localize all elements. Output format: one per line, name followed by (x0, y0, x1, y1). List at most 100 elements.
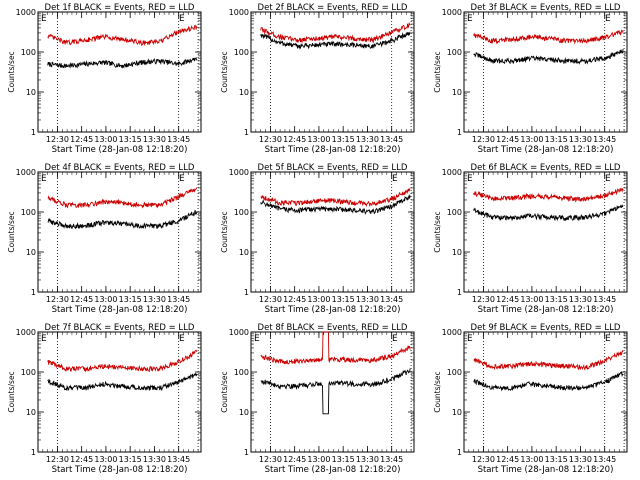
corner-label-right: E (392, 334, 398, 344)
x-tick-label: 12:45 (283, 455, 306, 464)
x-tick-label: 13:00 (307, 135, 330, 144)
series-line-lld (473, 349, 624, 371)
corner-label-left: E (467, 14, 473, 24)
x-tick-label: 13:15 (119, 135, 142, 144)
x-tick-label: 13:30 (143, 455, 166, 464)
y-axis-label: Counts/sec (433, 211, 442, 252)
x-tick-label: 13:30 (569, 135, 592, 144)
y-tick-label: 10 (26, 408, 36, 417)
series-line-events (260, 368, 411, 415)
y-tick-label: 10 (239, 408, 249, 417)
chart-title: Det 3f BLACK = Events, RED = LLD (471, 3, 621, 13)
x-tick-label: 13:15 (119, 295, 142, 304)
corner-label-left: E (41, 174, 47, 184)
y-axis-label: Counts/sec (7, 211, 16, 252)
y-tick-label: 1000 (229, 8, 249, 17)
x-tick-label: 13:45 (380, 135, 403, 144)
y-axis-label: Counts/sec (433, 371, 442, 412)
series-line-events (260, 194, 411, 215)
y-tick-label: 1 (457, 128, 462, 137)
corner-label-right: E (605, 334, 611, 344)
series-line-lld (47, 187, 198, 209)
series-line-events (260, 31, 411, 50)
series-line-lld (473, 29, 624, 45)
y-tick-label: 100 (21, 368, 36, 377)
corner-label-right: E (179, 14, 185, 24)
y-tick-label: 1000 (442, 8, 462, 17)
x-tick-label: 13:45 (167, 455, 190, 464)
x-axis-label: Start Time (28-Jan-08 12:18:20) (52, 145, 188, 155)
y-tick-label: 100 (447, 48, 462, 57)
y-tick-label: 1000 (16, 8, 36, 17)
chart-title: Det 1f BLACK = Events, RED = LLD (45, 3, 195, 13)
y-axis-label: Counts/sec (220, 51, 229, 92)
y-tick-label: 1000 (442, 328, 462, 337)
corner-label-right: E (179, 334, 185, 344)
chart-panel-4: Det 4f BLACK = Events, RED = LLD 1 10 100 10… (7, 163, 202, 315)
x-tick-label: 13:00 (307, 455, 330, 464)
x-tick-label: 13:45 (380, 295, 403, 304)
x-tick-label: 13:00 (520, 135, 543, 144)
x-tick-label: 12:45 (70, 135, 93, 144)
y-tick-label: 1000 (16, 168, 36, 177)
series-line-events (473, 48, 624, 65)
corner-label-left: E (467, 174, 473, 184)
x-tick-label: 13:15 (119, 455, 142, 464)
chart-title: Det 2f BLACK = Events, RED = LLD (258, 3, 408, 13)
y-tick-label: 10 (239, 88, 249, 97)
series-line-lld (260, 187, 411, 208)
series-line-events (473, 371, 624, 392)
y-tick-label: 10 (26, 88, 36, 97)
x-tick-label: 12:45 (496, 455, 519, 464)
chart-panel-3: Det 3f BLACK = Events, RED = LLD 1 10 100 10… (433, 3, 628, 155)
y-tick-label: 100 (21, 48, 36, 57)
corner-label-left: E (467, 334, 473, 344)
x-tick-label: 12:30 (46, 455, 69, 464)
y-tick-label: 1000 (442, 168, 462, 177)
x-tick-label: 12:45 (283, 295, 306, 304)
y-axis-label: Counts/sec (7, 51, 16, 92)
x-tick-label: 13:30 (356, 135, 379, 144)
x-tick-label: 13:45 (167, 295, 190, 304)
series-line-events (47, 56, 198, 69)
y-tick-label: 100 (234, 208, 249, 217)
x-tick-label: 13:30 (143, 295, 166, 304)
corner-label-left: E (254, 334, 260, 344)
y-tick-label: 10 (452, 408, 462, 417)
x-tick-label: 12:30 (259, 135, 282, 144)
x-tick-label: 12:30 (259, 295, 282, 304)
chart-title: Det 9f BLACK = Events, RED = LLD (471, 323, 621, 333)
x-tick-label: 13:15 (332, 135, 355, 144)
y-tick-label: 1 (31, 448, 36, 457)
y-tick-label: 100 (234, 368, 249, 377)
chart-title: Det 5f BLACK = Events, RED = LLD (258, 163, 408, 173)
y-tick-label: 10 (452, 88, 462, 97)
x-axis-label: Start Time (28-Jan-08 12:18:20) (478, 465, 614, 475)
x-axis-label: Start Time (28-Jan-08 12:18:20) (265, 145, 401, 155)
corner-label-left: E (41, 14, 47, 24)
series-line-events (47, 209, 198, 230)
x-tick-label: 13:00 (94, 295, 117, 304)
series-line-events (47, 372, 198, 392)
x-tick-label: 13:15 (332, 455, 355, 464)
x-tick-label: 12:45 (283, 135, 306, 144)
x-tick-label: 13:15 (545, 455, 568, 464)
plot-frame (250, 331, 415, 453)
x-tick-label: 13:30 (143, 135, 166, 144)
plot-frame (37, 11, 202, 133)
chart-title: Det 7f BLACK = Events, RED = LLD (45, 323, 195, 333)
y-tick-label: 1000 (229, 168, 249, 177)
series-line-events (473, 204, 624, 222)
y-axis-label: Counts/sec (433, 51, 442, 92)
plot-frame (463, 11, 628, 133)
x-axis-label: Start Time (28-Jan-08 12:18:20) (265, 465, 401, 475)
y-tick-label: 100 (234, 48, 249, 57)
series-line-lld (473, 187, 624, 203)
x-tick-label: 13:45 (593, 295, 616, 304)
x-tick-label: 13:30 (569, 295, 592, 304)
x-tick-label: 13:30 (569, 455, 592, 464)
chart-panel-7: Det 7f BLACK = Events, RED = LLD 1 10 100 10… (7, 323, 202, 475)
series-line-lld (47, 349, 198, 373)
x-tick-label: 12:30 (46, 135, 69, 144)
